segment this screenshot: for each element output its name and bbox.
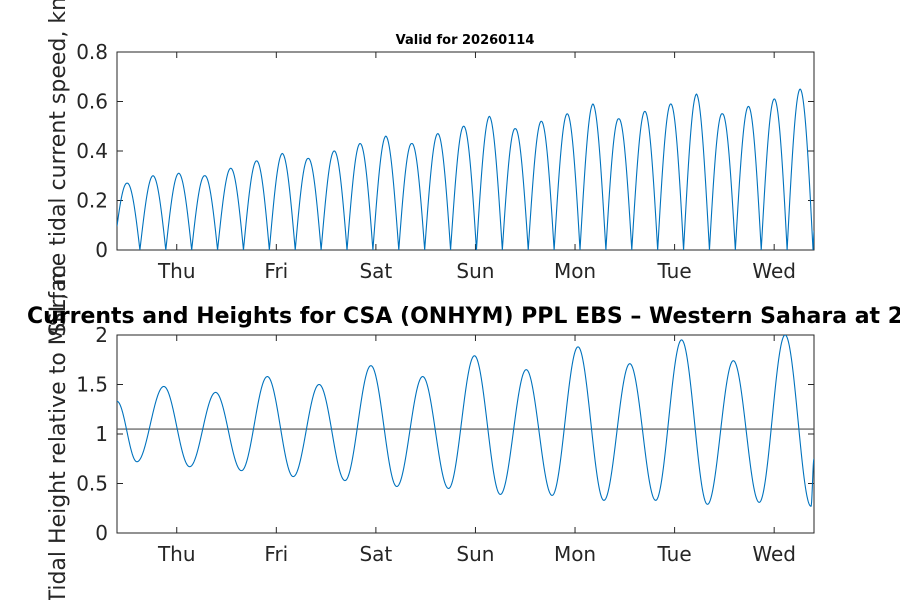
- current-x-tick-label: Sat: [359, 259, 392, 283]
- height-x-tick-label: Wed: [752, 542, 796, 566]
- current-x-tick-label: Sun: [456, 259, 494, 283]
- current-y-tick-label: 0.6: [76, 90, 108, 114]
- height-axes-box: [116, 334, 815, 534]
- tidal-height-chart: 0 0.5 1 1.5 2 Thu Fri Sat Sun Mon Tue Wed Tidal Hei…: [27, 265, 900, 600]
- tidal-height-line: [117, 335, 814, 507]
- current-x-tick-label: Tue: [657, 259, 692, 283]
- height-x-tick-label: Mon: [554, 542, 596, 566]
- height-x-tick-label: Fri: [264, 542, 288, 566]
- height-y-tick-label: 0: [95, 521, 108, 545]
- current-y-tick-label: 0: [95, 238, 108, 262]
- height-y-tick-label: 1: [95, 422, 108, 446]
- height-x-tick-label: Sun: [456, 542, 494, 566]
- current-axes-box: [116, 51, 815, 251]
- height-x-tick-label: Sat: [359, 542, 392, 566]
- current-chart-title: Valid for 20260114: [396, 33, 535, 48]
- current-y-tick-label: 0.4: [76, 139, 108, 163]
- height-y-axis-label: Tidal Height relative to MSL, m: [46, 265, 71, 600]
- height-y-tick-label: 2: [95, 323, 108, 347]
- current-y-tick-label: 0.2: [76, 189, 108, 213]
- height-plot-area: 0 0.5 1 1.5 2 Thu Fri Sat Sun Mon Tue Wed: [76, 323, 815, 566]
- height-x-tick-label: Tue: [657, 542, 692, 566]
- height-y-tick-label: 0.5: [76, 472, 108, 496]
- current-x-tick-label: Mon: [554, 259, 596, 283]
- height-y-tick-label: 1.5: [76, 373, 108, 397]
- height-chart-title: Currents and Heights for CSA (ONHYM) PPL…: [27, 304, 900, 329]
- current-x-tick-label: Thu: [157, 259, 196, 283]
- height-x-tick-label: Thu: [157, 542, 196, 566]
- current-y-tick-label: 0.8: [76, 40, 108, 64]
- current-plot-area: 0 0.2 0.4 0.6 0.8 Thu Fri Sat Sun Mon Tue Wed: [76, 40, 815, 283]
- current-speed-line: [117, 88, 814, 250]
- current-y-axis-label: Surface tidal current speed, knots: [46, 0, 71, 337]
- current-x-tick-label: Fri: [264, 259, 288, 283]
- current-x-tick-label: Wed: [752, 259, 796, 283]
